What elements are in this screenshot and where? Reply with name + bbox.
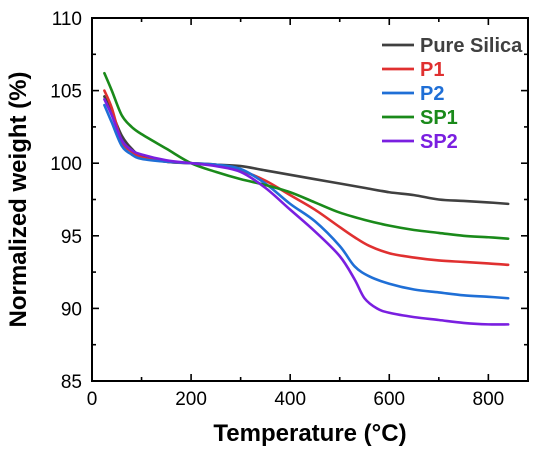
legend-label-p1: P1 xyxy=(420,59,444,81)
x-tick-label: 200 xyxy=(175,389,207,410)
y-tick-label: 85 xyxy=(61,372,82,393)
legend-label-p2: P2 xyxy=(420,83,444,105)
y-tick-label: 110 xyxy=(52,9,82,30)
series-line-p1 xyxy=(103,89,510,267)
y-tick-label: 105 xyxy=(50,82,82,103)
x-tick-label: 0 xyxy=(87,389,98,410)
series-line-sp2 xyxy=(103,98,510,326)
y-tick-label: 90 xyxy=(61,299,82,320)
series-layer xyxy=(103,71,510,326)
y-tick-label: 95 xyxy=(61,227,82,248)
series-line-sp1 xyxy=(103,71,510,240)
axes-layer: 0 200 400 600 800 85 90 95 100 105 110 xyxy=(50,9,529,410)
legend-label-sp2: SP2 xyxy=(420,131,458,153)
legend-label-sp1: SP1 xyxy=(420,107,458,129)
x-tick-label: 400 xyxy=(274,389,306,410)
y-axis-title: Normalized weight (%) xyxy=(5,71,32,327)
x-axis-title: Temperature (°C) xyxy=(213,420,406,447)
x-tick-label: 800 xyxy=(473,389,505,410)
series-line-p2 xyxy=(103,103,510,300)
x-tick-label: 600 xyxy=(373,389,405,410)
y-tick-label: 100 xyxy=(50,154,82,175)
legend-label-pure-silica: Pure Silica xyxy=(420,35,523,57)
